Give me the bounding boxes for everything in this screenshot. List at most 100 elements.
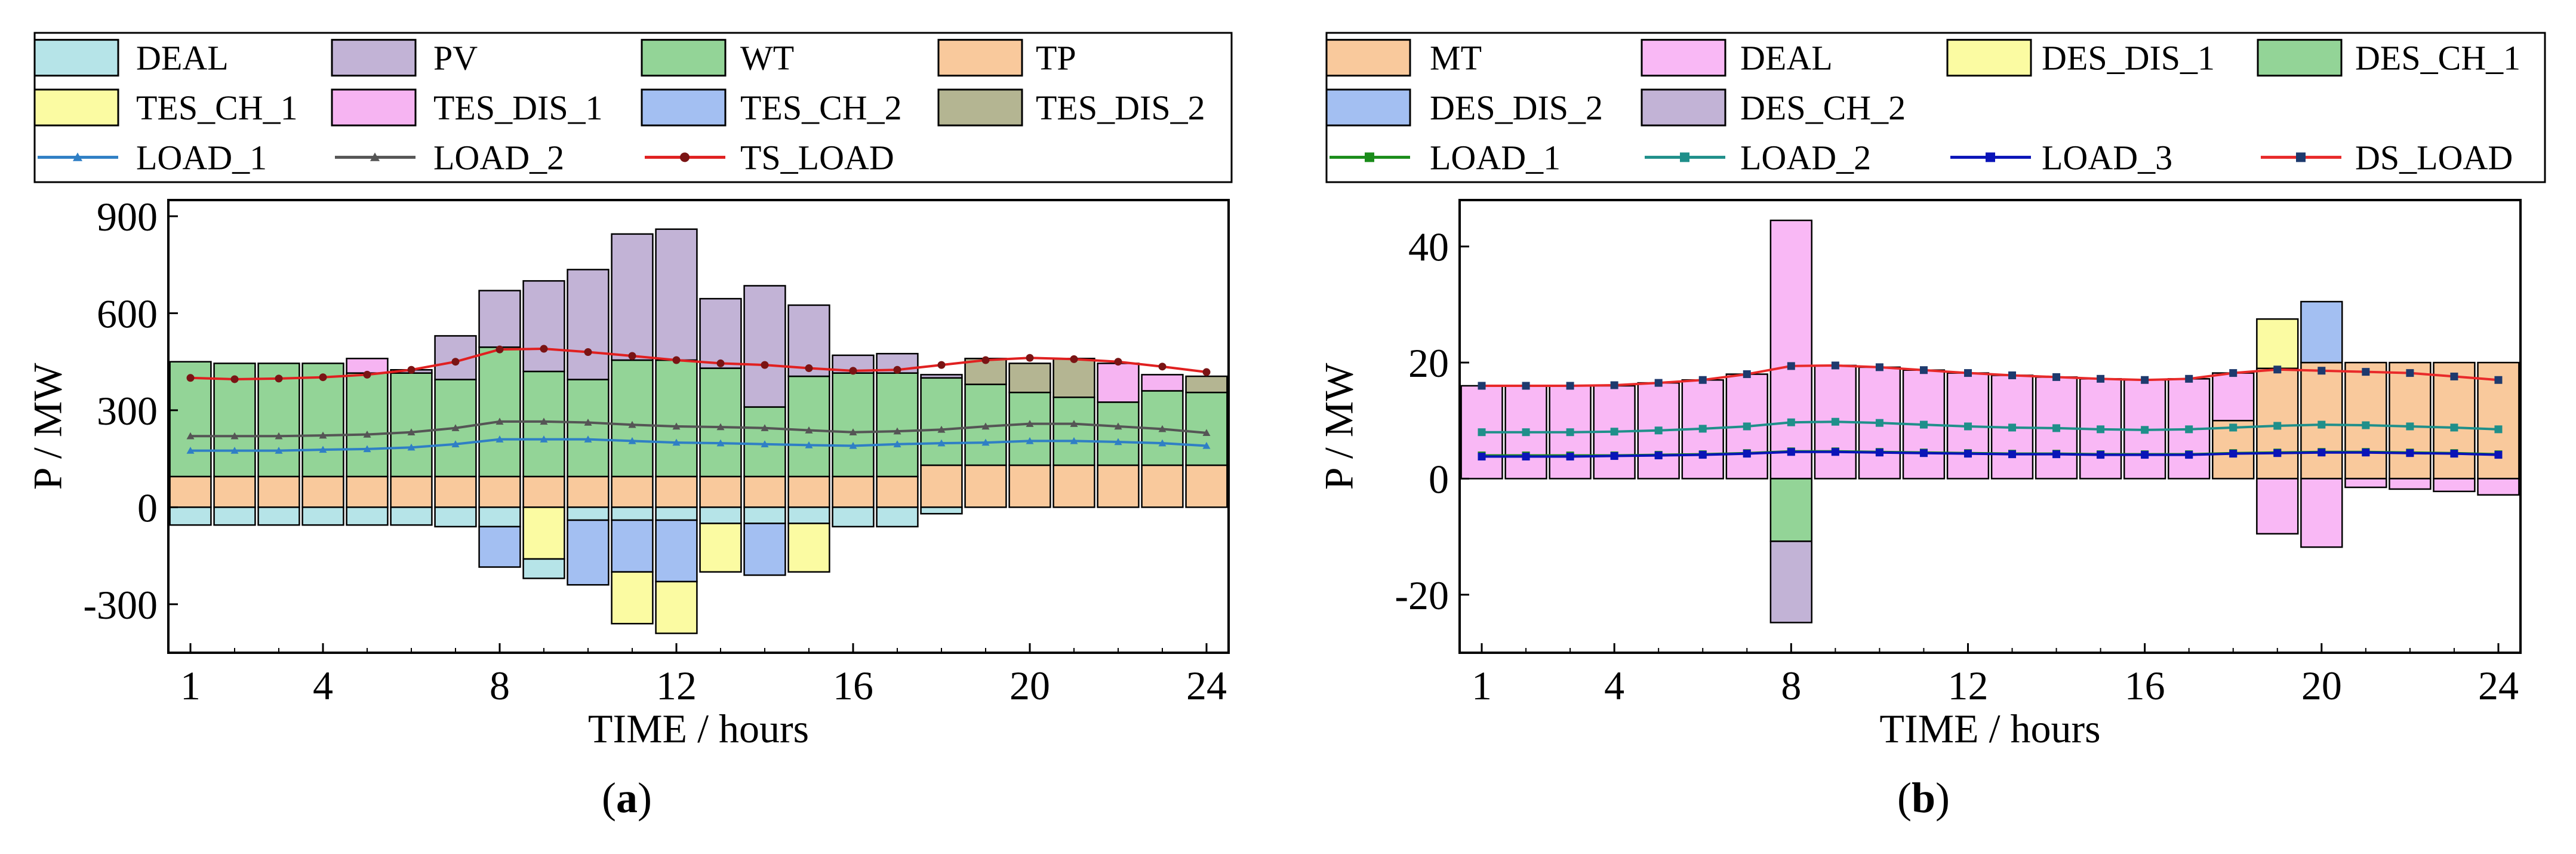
point-load-3-marker — [1831, 448, 1839, 456]
bar-deal-neg2-h9 — [522, 558, 565, 579]
point-ts-load-h4 — [319, 373, 327, 382]
point-ts-load-marker — [584, 348, 592, 356]
point-load-1-h11 — [628, 437, 636, 444]
point-load-1-h6 — [407, 443, 416, 451]
point-load-2-h15 — [805, 426, 813, 434]
point-load-2-marker — [1026, 420, 1034, 427]
bar-deal-neg-h8 — [478, 506, 521, 528]
point-ts-load-h16 — [849, 367, 857, 375]
point-ds-load-h19 — [2273, 365, 2282, 374]
point-load-1-h10 — [584, 435, 592, 443]
legend-label-load-2: LOAD_2 — [1740, 138, 1871, 177]
bar-wt-h24 — [1185, 391, 1228, 466]
point-ts-load-h7 — [451, 358, 460, 366]
point-load-2-h7 — [451, 424, 460, 431]
point-load-1-h3 — [275, 447, 283, 454]
bar-tes-dis-2-h24 — [1185, 375, 1228, 394]
bar-tp-h5 — [346, 475, 389, 508]
bar-tes-ch-2-h8 — [478, 526, 521, 568]
y-tick-label-40: 40 — [1408, 225, 1449, 270]
point-ts-load-h18 — [937, 361, 946, 369]
legend-swatch — [641, 39, 727, 77]
point-load-3-h13 — [2008, 450, 2017, 459]
point-ds-load-marker — [2052, 373, 2061, 381]
point-load-2-marker — [2097, 425, 2105, 434]
bar-pv-h11 — [611, 233, 654, 361]
point-load-2-marker — [805, 426, 813, 434]
point-load-2-h2 — [230, 432, 239, 440]
bar-wt-h5 — [346, 372, 389, 478]
point-load-2-h24 — [1202, 429, 1211, 437]
bar-wt-h16 — [832, 372, 875, 478]
bar-pv-h8 — [478, 290, 521, 348]
point-ts-load-marker — [363, 370, 371, 379]
point-load-1-h7 — [451, 440, 460, 447]
point-load-2-h23 — [1158, 425, 1167, 432]
point-load-2-marker — [761, 424, 769, 431]
bar-deal-neg-h16 — [832, 506, 875, 528]
bar-deal-neg-h12 — [655, 506, 698, 521]
legend-label-tes-dis-2: TES_DIS_2 — [1036, 88, 1205, 127]
point-ts-load-h24 — [1202, 368, 1211, 376]
point-load-3-h22 — [2406, 449, 2414, 457]
point-ts-load-h21 — [1070, 355, 1078, 363]
point-ts-load-marker — [230, 375, 239, 383]
point-ts-load-marker — [540, 345, 548, 353]
point-load-3-h2 — [1522, 453, 1530, 461]
legend-swatch — [641, 88, 727, 127]
point-ds-load-marker — [1787, 362, 1795, 370]
point-load-2-h8 — [495, 417, 504, 425]
point-load-2-h3 — [275, 432, 283, 440]
point-load-2-h17 — [893, 427, 901, 435]
y-tick-label-600: 600 — [97, 291, 158, 337]
bar-deal-neg-h2 — [213, 506, 256, 526]
bar-pv-h13 — [699, 297, 742, 369]
bar-tes-ch-1-h13 — [699, 523, 742, 573]
bar-deal-neg-h22 — [2389, 478, 2432, 490]
legend-item-load-2: LOAD_2 — [335, 138, 564, 177]
point-ds-load-marker — [1654, 379, 1663, 387]
point-load-2-marker — [1610, 428, 1618, 436]
point-load-1-h15 — [805, 441, 813, 448]
point-ds-load-marker — [2406, 369, 2414, 377]
bar-tes-ch-1-h15 — [787, 523, 830, 573]
point-ts-load-h10 — [584, 348, 592, 356]
point-load-2-h1 — [1478, 428, 1486, 437]
legend-swatch — [2257, 39, 2343, 77]
point-load-3-marker — [1919, 449, 1928, 457]
bar-tes-ch-2-h12 — [655, 519, 698, 583]
x-tick-label-12: 12 — [656, 663, 697, 708]
x-tick-label-20: 20 — [1010, 663, 1050, 708]
legend-marker — [2296, 152, 2306, 162]
point-load-2-marker — [1478, 428, 1486, 437]
point-ds-load-h2 — [1522, 382, 1530, 390]
x-tick-label-24: 24 — [1186, 663, 1227, 708]
bar-mt-h23 — [2433, 361, 2476, 480]
point-load-1-marker — [363, 445, 371, 453]
point-load-2-h20 — [2318, 420, 2326, 429]
point-ds-load-h18 — [2229, 369, 2238, 377]
bar-tp-h7 — [434, 475, 477, 508]
point-load-2-h20 — [1026, 420, 1034, 427]
point-load-3-h6 — [1698, 451, 1707, 459]
point-load-3-h16 — [2141, 451, 2149, 459]
point-ds-load-h10 — [1875, 363, 1883, 371]
point-load-2-h16 — [849, 428, 857, 435]
x-tick-label-1: 1 — [180, 663, 201, 708]
point-load-2-marker — [1743, 422, 1751, 431]
point-ds-load-h17 — [2185, 374, 2193, 383]
legend-item-des-dis-1: DES_DIS_1 — [1946, 39, 2215, 78]
point-ts-load-h5 — [363, 370, 371, 379]
legend-item-tes-dis-2: TES_DIS_2 — [937, 88, 1205, 127]
point-load-2-h15 — [2097, 425, 2105, 434]
point-ds-load-h23 — [2450, 372, 2458, 380]
point-load-1-marker — [1158, 439, 1167, 447]
point-load-3-marker — [2229, 450, 2238, 458]
point-load-2-h7 — [1743, 422, 1751, 431]
point-load-2-h22 — [2406, 422, 2414, 431]
point-load-1-h22 — [1114, 438, 1122, 446]
point-ts-load-h19 — [981, 356, 990, 364]
point-load-2-marker — [1654, 426, 1663, 435]
point-load-1-marker — [451, 440, 460, 447]
bar-deal-neg-h21 — [2344, 478, 2387, 489]
